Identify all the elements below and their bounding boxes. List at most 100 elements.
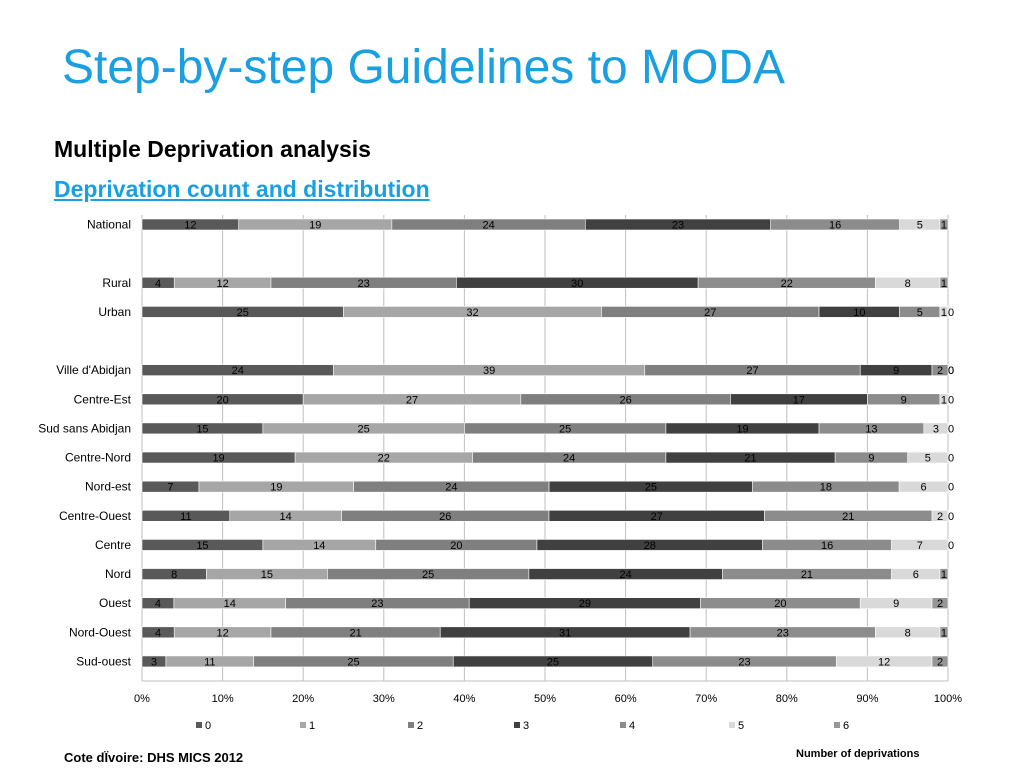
data-label: 21 bbox=[842, 511, 854, 523]
data-label: 25 bbox=[422, 569, 434, 581]
x-tick-label: 70% bbox=[695, 693, 717, 705]
x-tick-label: 80% bbox=[776, 693, 798, 705]
data-label: 2 bbox=[937, 511, 943, 523]
x-axis-note: Number of deprivations bbox=[796, 748, 920, 760]
data-label: 9 bbox=[868, 453, 874, 465]
source-note: Cote dÏvoire: DHS MICS 2012 bbox=[64, 750, 244, 765]
category-label: Nord bbox=[105, 567, 131, 581]
data-label: 24 bbox=[232, 365, 244, 377]
bar-segment bbox=[939, 626, 949, 639]
x-tick-label: 100% bbox=[934, 693, 962, 705]
data-label: 7 bbox=[917, 540, 923, 552]
data-label: 26 bbox=[439, 511, 451, 523]
x-tick-label: 10% bbox=[212, 693, 234, 705]
data-label: 1 bbox=[941, 278, 947, 290]
category-labels: National Rural Urban Ville d'Abidjan Centre-… bbox=[38, 218, 131, 669]
data-label: 9 bbox=[893, 598, 899, 610]
data-label: 30 bbox=[571, 278, 583, 290]
data-label: 5 bbox=[917, 307, 923, 319]
legend-swatch bbox=[300, 722, 306, 728]
data-label: 14 bbox=[280, 511, 292, 523]
bar-segment bbox=[931, 509, 949, 522]
data-label: 17 bbox=[793, 394, 805, 406]
data-label: 8 bbox=[905, 627, 911, 639]
bar-segment bbox=[907, 451, 949, 464]
legend-swatch bbox=[196, 722, 202, 728]
category-label: National bbox=[87, 218, 131, 232]
data-label: 13 bbox=[865, 423, 877, 435]
data-label: 23 bbox=[672, 220, 684, 232]
data-label: 21 bbox=[349, 627, 361, 639]
data-label: 3 bbox=[933, 423, 939, 435]
data-label: 24 bbox=[445, 482, 457, 494]
bar-segment bbox=[923, 422, 949, 435]
data-label: 9 bbox=[893, 365, 899, 377]
data-label: 14 bbox=[224, 598, 236, 610]
data-label: 2 bbox=[937, 598, 943, 610]
data-label: 5 bbox=[917, 220, 923, 232]
data-label: 0 bbox=[948, 511, 954, 523]
category-label: Ouest bbox=[99, 596, 132, 610]
x-tick-label: 50% bbox=[534, 693, 556, 705]
data-label: 29 bbox=[579, 598, 591, 610]
legend-swatch bbox=[514, 722, 520, 728]
data-label: 28 bbox=[644, 540, 656, 552]
category-label: Centre-Nord bbox=[65, 451, 131, 465]
legend-label: 4 bbox=[629, 720, 635, 732]
category-label: Ville d'Abidjan bbox=[56, 363, 131, 377]
legend-label: 0 bbox=[205, 720, 211, 732]
data-label: 25 bbox=[645, 482, 657, 494]
data-label: 0 bbox=[948, 482, 954, 494]
bar-segment bbox=[931, 655, 949, 668]
data-label: 22 bbox=[781, 278, 793, 290]
data-label: 2 bbox=[937, 365, 943, 377]
legend-label: 6 bbox=[843, 720, 849, 732]
legend-swatch bbox=[834, 722, 840, 728]
legend: 0 1 2 3 4 5 6 bbox=[196, 720, 849, 732]
data-label: 19 bbox=[270, 482, 282, 494]
data-label: 5 bbox=[925, 453, 931, 465]
data-label: 12 bbox=[184, 220, 196, 232]
bar-segment bbox=[939, 393, 949, 406]
x-tick-label: 60% bbox=[615, 693, 637, 705]
data-label: 19 bbox=[212, 453, 224, 465]
category-label: Urban bbox=[98, 305, 131, 319]
data-label: 27 bbox=[704, 307, 716, 319]
data-label: 8 bbox=[905, 278, 911, 290]
data-label: 4 bbox=[155, 598, 161, 610]
slide-title: Step-by-step Guidelines to MODA bbox=[62, 41, 785, 94]
category-label: Nord-est bbox=[85, 480, 132, 494]
data-label: 19 bbox=[309, 220, 321, 232]
data-label: 20 bbox=[216, 394, 228, 406]
data-label: 23 bbox=[358, 278, 370, 290]
data-label: 0 bbox=[948, 394, 954, 406]
data-label: 6 bbox=[913, 569, 919, 581]
bar-segment bbox=[939, 276, 949, 289]
bar-segment bbox=[891, 539, 949, 551]
data-label: 16 bbox=[821, 540, 833, 552]
deprivation-count-link[interactable]: Deprivation count and distribution bbox=[54, 176, 430, 202]
data-label: 24 bbox=[619, 569, 631, 581]
data-label: 16 bbox=[829, 220, 841, 232]
x-axis-ticks: 0% 10% 20% 30% 40% 50% 60% 70% 80% 90% 100% bbox=[134, 693, 962, 705]
data-label: 21 bbox=[801, 569, 813, 581]
data-label: 1 bbox=[941, 220, 947, 232]
category-label: Nord-Ouest bbox=[69, 625, 132, 639]
x-tick-label: 40% bbox=[453, 693, 475, 705]
data-label: 24 bbox=[563, 453, 575, 465]
data-label: 12 bbox=[216, 627, 228, 639]
data-label: 0 bbox=[948, 453, 954, 465]
data-label: 26 bbox=[619, 394, 631, 406]
data-label: 9 bbox=[901, 394, 907, 406]
data-label: 2 bbox=[937, 656, 943, 668]
data-label: 23 bbox=[738, 656, 750, 668]
bar-segment bbox=[931, 364, 949, 376]
data-label: 10 bbox=[853, 307, 865, 319]
data-label: 25 bbox=[347, 656, 359, 668]
category-label: Centre-Est bbox=[74, 392, 132, 406]
data-label: 6 bbox=[921, 482, 927, 494]
data-label: 0 bbox=[948, 423, 954, 435]
bar-segment bbox=[898, 480, 949, 493]
data-label: 3 bbox=[151, 656, 157, 668]
legend-label: 1 bbox=[309, 720, 315, 732]
